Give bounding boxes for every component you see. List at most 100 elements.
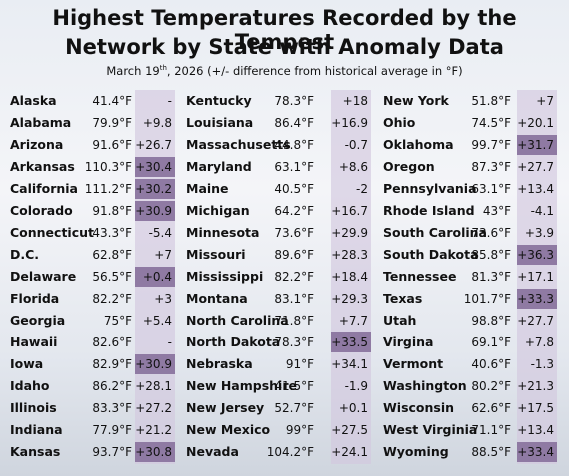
state-name: New York [383, 93, 449, 108]
state-name: Georgia [10, 312, 66, 328]
temperature: 89.6°F [274, 247, 314, 262]
anomaly: +18 [342, 94, 368, 108]
anomaly: +33.3 [517, 288, 557, 309]
anomaly: +27.7 [517, 313, 554, 328]
temperature: 82.9°F [92, 357, 132, 372]
anomaly: +13.4 [517, 423, 554, 438]
temperature: 82.2°F [92, 291, 132, 306]
state-name: Connecticut [10, 224, 94, 240]
temperature: 80.2°F [471, 379, 511, 394]
anomaly: - [167, 94, 172, 108]
state-name: California [10, 180, 78, 196]
anomaly: +20.1 [517, 115, 554, 130]
temperature: 41.5°F [274, 379, 314, 394]
state-name: Iowa [10, 356, 44, 372]
anomaly: +31.7 [517, 134, 557, 155]
state-name: Utah [383, 312, 417, 328]
subtitle-sup: th [159, 64, 167, 73]
state-name: Virgina [383, 334, 434, 350]
state-name: Colorado [10, 202, 73, 218]
anomaly: +13.4 [517, 181, 554, 196]
anomaly: +30.9 [135, 354, 175, 375]
anomaly: +26.7 [135, 137, 172, 152]
anomaly: +0.1 [338, 401, 368, 416]
state-name: Missouri [186, 246, 246, 262]
temperature: 83.1°F [274, 291, 314, 306]
temperature: 74.5°F [471, 115, 511, 130]
state-name: Arizona [10, 136, 64, 152]
temperature: 43°F [482, 203, 511, 218]
temperature: 78.3°F [274, 94, 314, 108]
anomaly: +27.2 [135, 401, 172, 416]
state-name: Minnesota [186, 224, 260, 240]
anomaly: +24.1 [331, 445, 368, 460]
temperature: 99.7°F [471, 137, 511, 152]
state-name: Texas [383, 290, 423, 306]
state-name: Kentucky [186, 93, 252, 108]
temperature: 71.8°F [274, 313, 314, 328]
temperature: 40.6°F [471, 357, 511, 372]
anomaly: +30.4 [135, 156, 175, 177]
state-name: Pennsylvania [383, 180, 477, 196]
temperature: 41.4°F [92, 94, 132, 108]
anomaly: +16.7 [331, 203, 368, 218]
state-name: Idaho [10, 378, 50, 394]
temperature: 99°F [285, 423, 314, 438]
state-name: Wyoming [383, 444, 449, 460]
anomaly: - [167, 335, 172, 350]
state-name: Rhode Island [383, 202, 475, 218]
temperature: 91°F [285, 357, 314, 372]
temperature: 56.5°F [92, 269, 132, 284]
temperature: 101.7°F [463, 291, 511, 306]
state-name: Nevada [186, 444, 239, 460]
anomaly: +21.3 [517, 379, 554, 394]
temperature: 87.3°F [471, 159, 511, 174]
temperature: 82.2°F [274, 269, 314, 284]
temperature: 71.1°F [471, 423, 511, 438]
anomaly: +8.6 [338, 159, 368, 174]
temperature: 64.2°F [274, 203, 314, 218]
state-name: North Carolina [186, 312, 289, 328]
temperature: 98.8°F [471, 313, 511, 328]
subtitle-rest: , 2026 (+/- difference from historical a… [166, 64, 463, 78]
state-name: Oregon [383, 158, 435, 174]
state-name: Washington [383, 378, 467, 394]
state-name: South Carolina [383, 224, 487, 240]
anomaly: +7.7 [338, 313, 368, 328]
anomaly: +3.9 [524, 225, 554, 240]
anomaly: +29.9 [331, 225, 368, 240]
temperature: 40.5°F [274, 181, 314, 196]
anomaly: +27.7 [517, 159, 554, 174]
temperature: 77.9°F [92, 423, 132, 438]
anomaly: -5.4 [148, 225, 172, 240]
title: Network by State with Anomaly Data [65, 35, 504, 59]
anomaly: +27.5 [331, 423, 368, 438]
temperature: 82.6°F [92, 335, 132, 350]
temperature: 91.6°F [92, 137, 132, 152]
temperature: 69.1°F [471, 335, 511, 350]
title: Highest Temperatures Recorded by the Tem… [52, 6, 517, 54]
temperature: 110.3°F [84, 159, 132, 174]
state-name: Montana [186, 290, 248, 306]
anomaly: +3 [154, 291, 172, 306]
state-name: Indiana [10, 422, 63, 438]
state-name: Ohio [383, 114, 416, 130]
state-name: Tennessee [383, 268, 457, 284]
temperature: 62.8°F [92, 247, 132, 262]
temperature: 51.8°F [471, 94, 511, 108]
temperature: 75°F [103, 313, 132, 328]
anomaly: +34.1 [331, 357, 368, 372]
anomaly: -1.3 [530, 357, 554, 372]
anomaly: +16.9 [331, 115, 368, 130]
temperature: 104.2°F [266, 445, 314, 460]
state-name: New Jersey [186, 400, 265, 416]
state-name: Wisconsin [383, 400, 455, 416]
anomaly: -1.9 [344, 379, 368, 394]
anomaly: +17.1 [517, 269, 554, 284]
anomaly: -2 [356, 181, 368, 196]
anomaly: -4.1 [530, 203, 554, 218]
state-name: Hawaii [10, 334, 58, 350]
temperature: 83.3°F [92, 401, 132, 416]
state-name: D.C. [10, 246, 40, 262]
